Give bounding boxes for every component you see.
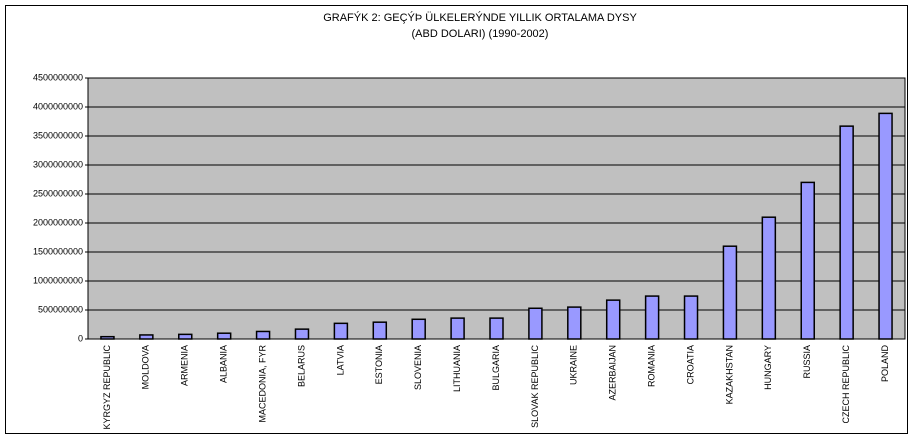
- bar: [411, 318, 426, 340]
- x-tick-label: LATVIA: [335, 345, 345, 375]
- bar: [878, 112, 893, 340]
- x-tick-label: LITHUANIA: [452, 345, 462, 392]
- x-tick-label: HUNGARY: [763, 345, 773, 390]
- x-tick-label: MOLDOVA: [141, 345, 151, 389]
- bar: [333, 322, 349, 340]
- y-tick-label: 3500000000: [33, 130, 83, 140]
- bar: [489, 317, 504, 340]
- bar: [839, 125, 854, 340]
- y-tick-label: 500000000: [38, 304, 83, 314]
- y-tick-label: 2500000000: [33, 188, 83, 198]
- x-tick-label: KYRGYZ REPUBLIC: [102, 345, 112, 430]
- y-tick-label: 4500000000: [33, 72, 83, 82]
- x-tick-label: ARMENIA: [180, 345, 190, 386]
- bar: [450, 317, 465, 340]
- bar: [178, 333, 193, 340]
- bar: [761, 216, 777, 340]
- y-tick-label: 3000000000: [33, 159, 83, 169]
- bar: [294, 328, 310, 340]
- x-tick-label: BULGARIA: [491, 345, 501, 391]
- x-tick-label: SLOVAK REPUBLIC: [530, 345, 540, 428]
- bar: [722, 245, 738, 340]
- x-tick-label: SLOVENIA: [413, 345, 423, 390]
- y-tick-label: 0: [78, 333, 83, 343]
- bar: [216, 332, 232, 340]
- bar: [255, 330, 271, 340]
- x-tick-label: POLAND: [880, 345, 890, 383]
- bar: [372, 321, 388, 340]
- x-tick-label: CZECH REPUBLIC: [841, 345, 851, 424]
- bar: [567, 306, 582, 340]
- bar: [139, 334, 154, 340]
- chart-subtitle: (ABD DOLARI) (1990-2002): [412, 28, 549, 40]
- bar: [100, 335, 115, 340]
- bar: [644, 295, 660, 340]
- plot-area: [87, 77, 906, 340]
- x-tick-label: UKRAINE: [569, 345, 579, 385]
- y-tick-label: 1500000000: [33, 246, 83, 256]
- chart-title: GRAFÝK 2: GEÇÝÞ ÜLKELERÝNDE YILLIK ORTAL…: [323, 11, 637, 24]
- bar: [683, 295, 699, 340]
- x-tick-label: KAZAKHSTAN: [724, 345, 734, 404]
- bar: [605, 299, 621, 340]
- x-tick-label: AZERBAIJAN: [608, 345, 618, 401]
- x-tick-label: CROATIA: [685, 345, 695, 384]
- x-tick-label: BELARUS: [296, 345, 306, 387]
- x-tick-label: ROMANIA: [646, 345, 656, 387]
- x-tick-label: RUSSIA: [802, 345, 812, 379]
- bar: [528, 307, 543, 340]
- y-tick-label: 1000000000: [33, 275, 83, 285]
- y-tick-label: 4000000000: [33, 101, 83, 111]
- bar: [800, 181, 815, 340]
- x-tick-label: MACEDONIA, FYR: [257, 345, 267, 423]
- x-tick-label: ESTONIA: [374, 345, 384, 384]
- y-tick-label: 2000000000: [33, 217, 83, 227]
- x-tick-label: ALBANIA: [219, 345, 229, 383]
